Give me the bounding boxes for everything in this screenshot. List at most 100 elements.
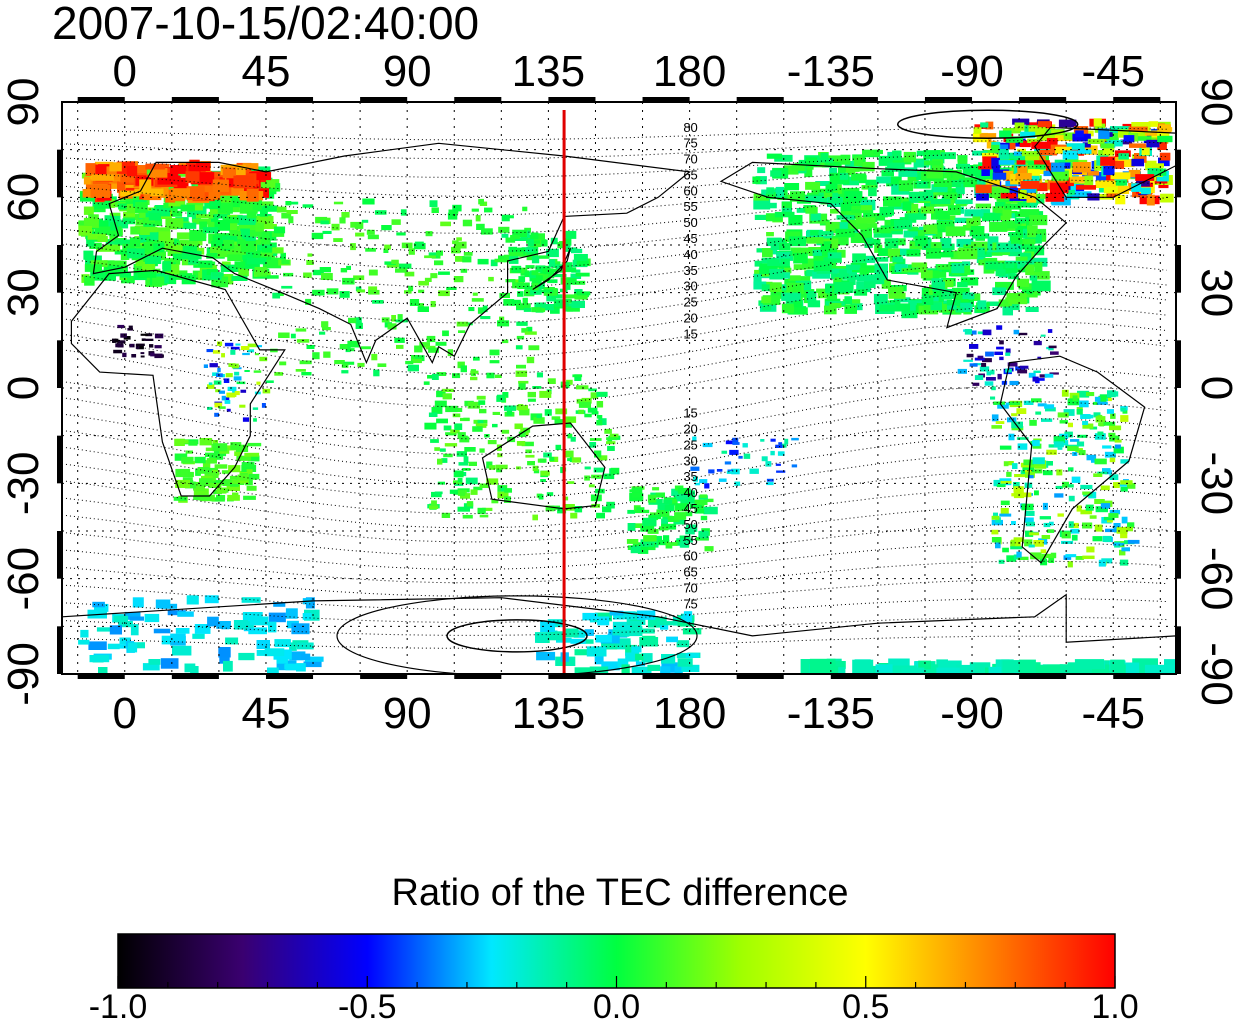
tec-patch (112, 338, 117, 343)
tec-patch (1004, 203, 1022, 210)
tec-patch (1040, 549, 1047, 554)
tec-patch (340, 268, 348, 273)
tec-patch (368, 289, 380, 295)
tec-patch (981, 363, 987, 367)
tec-patch (1146, 194, 1155, 206)
tec-patch (437, 481, 445, 485)
tec-patch (462, 256, 472, 263)
left-lat-label: 0 (0, 376, 48, 400)
tec-patch (1120, 486, 1128, 492)
tec-patch (896, 303, 910, 312)
tec-patch (83, 217, 99, 228)
tec-patch (1082, 420, 1089, 425)
tec-patch (440, 221, 451, 227)
tec-patch (410, 355, 420, 362)
tec-patch (759, 266, 778, 275)
tec-patch (805, 157, 818, 167)
tec-patch (776, 252, 790, 259)
tec-patch (171, 188, 190, 198)
tec-patch (536, 372, 543, 378)
tec-patch (795, 276, 811, 281)
tec-patch (424, 422, 437, 430)
tec-patch (1033, 340, 1042, 346)
tec-patch (434, 400, 447, 408)
tec-patch (496, 395, 506, 402)
tec-patch (1128, 169, 1141, 178)
tec-patch (308, 260, 314, 264)
contour-label: 40 (683, 485, 697, 500)
tec-patch (94, 603, 109, 612)
tec-patch (1114, 185, 1129, 194)
tec-patch (153, 628, 171, 634)
tec-patch (521, 441, 534, 447)
tec-patch (840, 220, 856, 229)
tec-patch (852, 659, 874, 674)
tec-patch (818, 231, 834, 236)
tec-patch (944, 192, 958, 204)
tec-patch (513, 237, 528, 241)
tec-patch (400, 209, 407, 216)
tec-patch (595, 488, 605, 494)
frame-tick (265, 674, 314, 679)
tec-patch (272, 292, 281, 299)
tec-patch (326, 288, 339, 295)
tec-patch (1000, 480, 1012, 484)
tec-patch (952, 287, 970, 299)
tec-patch (489, 360, 500, 364)
tec-patch (145, 333, 153, 337)
tec-patch (1113, 542, 1125, 546)
tec-patch (518, 276, 526, 282)
tec-patch (775, 444, 783, 448)
tec-patch (1159, 124, 1171, 133)
tec-patch (206, 269, 216, 275)
tec-patch (424, 255, 436, 259)
tec-patch (176, 232, 191, 240)
tec-patch (533, 469, 540, 474)
tec-patch (1016, 437, 1029, 440)
tec-patch (1104, 451, 1116, 458)
tec-patch (1015, 256, 1028, 261)
tec-patch (442, 330, 449, 337)
contour-label: 25 (683, 295, 697, 310)
tec-patch (995, 421, 1005, 424)
tec-patch (962, 261, 971, 266)
tec-patch (882, 211, 893, 217)
tec-patch (190, 666, 199, 674)
timestamp-title: 2007-10-15/02:40:00 (52, 0, 480, 49)
mlat-contour (62, 206, 1167, 253)
tec-patch (471, 208, 479, 212)
contour-label: 55 (683, 533, 697, 548)
tec-patch (252, 407, 259, 410)
tec-patch (753, 273, 762, 285)
tec-patch (1157, 135, 1173, 143)
tec-patch (541, 304, 555, 311)
tec-patch (1131, 183, 1142, 192)
tec-patch (991, 414, 999, 422)
tec-patch (242, 417, 250, 422)
tec-patch (1005, 140, 1016, 150)
tec-patch (1102, 468, 1111, 474)
tec-patch (1079, 400, 1089, 408)
tec-patch (806, 237, 824, 244)
tec-patch (165, 218, 184, 228)
tec-patch (1003, 461, 1009, 467)
tec-patch (467, 401, 481, 409)
tec-patch (302, 613, 312, 620)
tec-patch (454, 482, 464, 486)
tec-patch (322, 230, 332, 234)
tec-patch (503, 254, 512, 263)
tec-patch (256, 381, 261, 385)
tec-patch (788, 275, 801, 281)
tec-patch (991, 386, 996, 391)
tec-patch (1094, 123, 1106, 133)
tec-patch (618, 611, 636, 620)
tec-patch (1076, 407, 1083, 411)
tec-patch (766, 187, 775, 195)
tec-patch (996, 346, 1004, 350)
frame-tick-bars (57, 97, 1181, 679)
tec-patch (984, 381, 994, 386)
frame-tick (57, 340, 62, 388)
tec-patch (477, 420, 484, 424)
tec-patch (567, 278, 577, 285)
tec-patch (754, 260, 763, 267)
